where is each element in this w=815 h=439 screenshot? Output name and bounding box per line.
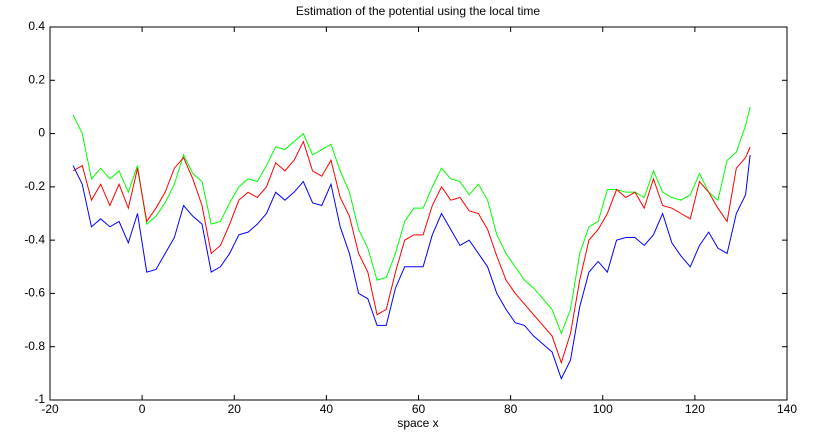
y-tick-label: -0.4 (24, 232, 45, 246)
x-tick-label: -20 (41, 402, 59, 416)
y-tick-label: -0.8 (24, 339, 45, 353)
plot-frame (49, 26, 788, 401)
x-tick-label: 20 (228, 402, 242, 416)
series-line (72, 154, 751, 380)
x-tick-label: 100 (593, 402, 613, 416)
x-tick-label: 120 (685, 402, 705, 416)
chart-title: Estimation of the potential using the lo… (296, 4, 540, 18)
y-tick-label: -0.6 (24, 286, 45, 300)
y-tick-label: -1 (34, 392, 45, 406)
y-tick-label: 0.4 (28, 19, 45, 33)
x-axis-label: space x (397, 416, 438, 430)
series-line (72, 140, 751, 365)
y-tick-label: 0 (38, 126, 45, 140)
x-tick-label: 0 (139, 402, 146, 416)
x-tick-label: 40 (320, 402, 334, 416)
x-tick-label: 80 (504, 402, 518, 416)
y-tick-label: 0.2 (28, 72, 45, 86)
y-tick-label: -0.2 (24, 179, 45, 193)
series-line (72, 106, 751, 335)
x-tick-label: 140 (777, 402, 797, 416)
x-tick-label: 60 (412, 402, 426, 416)
